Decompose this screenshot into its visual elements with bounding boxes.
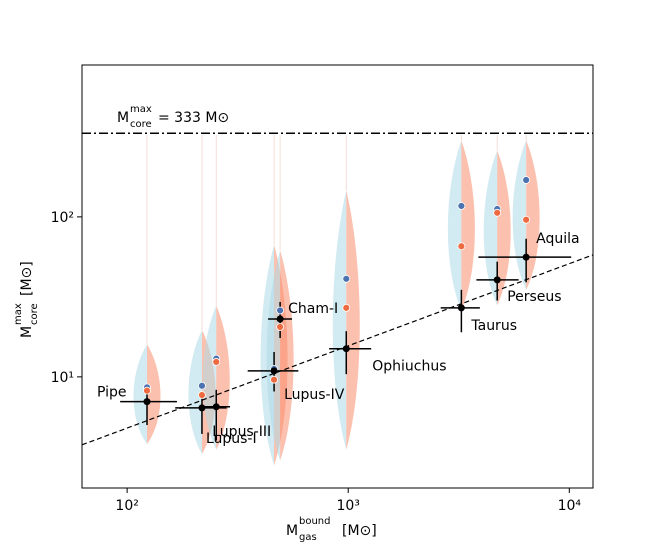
violin-blue — [202, 305, 217, 450]
cloud-label: Perseus — [507, 289, 561, 305]
cloud-label: Cham-I — [288, 301, 338, 317]
orange-point — [270, 375, 278, 384]
cloud-label: Lupus-IV — [284, 387, 345, 403]
y-label-sup: max — [13, 303, 24, 325]
blue-point — [342, 274, 351, 283]
orange-point — [457, 242, 466, 251]
x-label-sup: bound — [299, 516, 331, 527]
violin-orange — [461, 140, 475, 311]
violin-blue — [332, 190, 347, 450]
cloud-point — [276, 315, 284, 323]
y-label-sub: core — [29, 303, 40, 325]
violin-orange — [526, 140, 540, 290]
y-axis-label: M max core [M⊙] — [13, 261, 40, 338]
violin-blue — [512, 140, 527, 290]
x-tick-label: 10³ — [336, 498, 359, 514]
plot-area — [133, 135, 540, 466]
y-tick-label: 10² — [51, 210, 74, 226]
x-label-unit: [M⊙] — [342, 523, 377, 539]
violin-orange — [346, 190, 360, 450]
blue-point — [522, 176, 531, 184]
violin-orange — [147, 344, 161, 445]
cloud-point — [212, 403, 220, 411]
cloud-point — [143, 398, 151, 406]
x-label-sub: gas — [299, 532, 317, 543]
hline-annotation: M max core = 333 M⊙ — [117, 104, 229, 130]
violin-blue — [447, 140, 462, 311]
y-tick-label: 10¹ — [51, 370, 74, 386]
orange-point — [143, 386, 151, 395]
orange-point — [276, 323, 285, 331]
cloud-point — [522, 253, 530, 261]
orange-point — [522, 215, 531, 224]
cloud-point — [198, 404, 206, 412]
y-label-unit: [M⊙] — [19, 261, 35, 296]
orange-point — [342, 303, 351, 312]
blue-point — [198, 381, 206, 390]
violin-orange — [497, 150, 511, 306]
axes-frame — [81, 64, 594, 489]
violin-blue — [188, 330, 202, 454]
cloud-label: Pipe — [97, 385, 127, 401]
x-label-base: M — [286, 523, 298, 539]
cloud-point — [493, 276, 501, 284]
violin-orange — [216, 305, 230, 450]
x-tick-label: 10⁴ — [558, 498, 582, 514]
annotation-base: M — [117, 110, 129, 126]
cloud-label: Aquila — [536, 231, 579, 247]
cloud-point — [457, 304, 465, 312]
annotation-sup: max — [130, 104, 152, 115]
annotation-sub: core — [130, 119, 152, 130]
orange-point — [212, 358, 221, 366]
x-axis-label: M bound gas [M⊙] — [286, 516, 377, 543]
fit-line — [81, 254, 594, 446]
blue-point — [457, 202, 466, 210]
violin-orange — [280, 250, 294, 461]
x-tick-label: 10² — [115, 498, 138, 514]
annotation-text: = 333 M⊙ — [158, 110, 229, 126]
orange-point — [493, 208, 502, 217]
violin-blue — [483, 150, 498, 306]
y-label-base: M — [19, 326, 35, 338]
cloud-point — [270, 367, 278, 375]
cloud-label: Lupus-I — [206, 431, 257, 447]
cloud-label: Ophiuchus — [372, 359, 446, 375]
violin-blue — [133, 344, 148, 445]
orange-point — [198, 391, 206, 399]
cloud-label: Lupus-III — [212, 424, 271, 440]
cloud-label: Taurus — [470, 318, 517, 334]
cloud-point — [342, 345, 350, 353]
blue-point — [276, 306, 285, 315]
